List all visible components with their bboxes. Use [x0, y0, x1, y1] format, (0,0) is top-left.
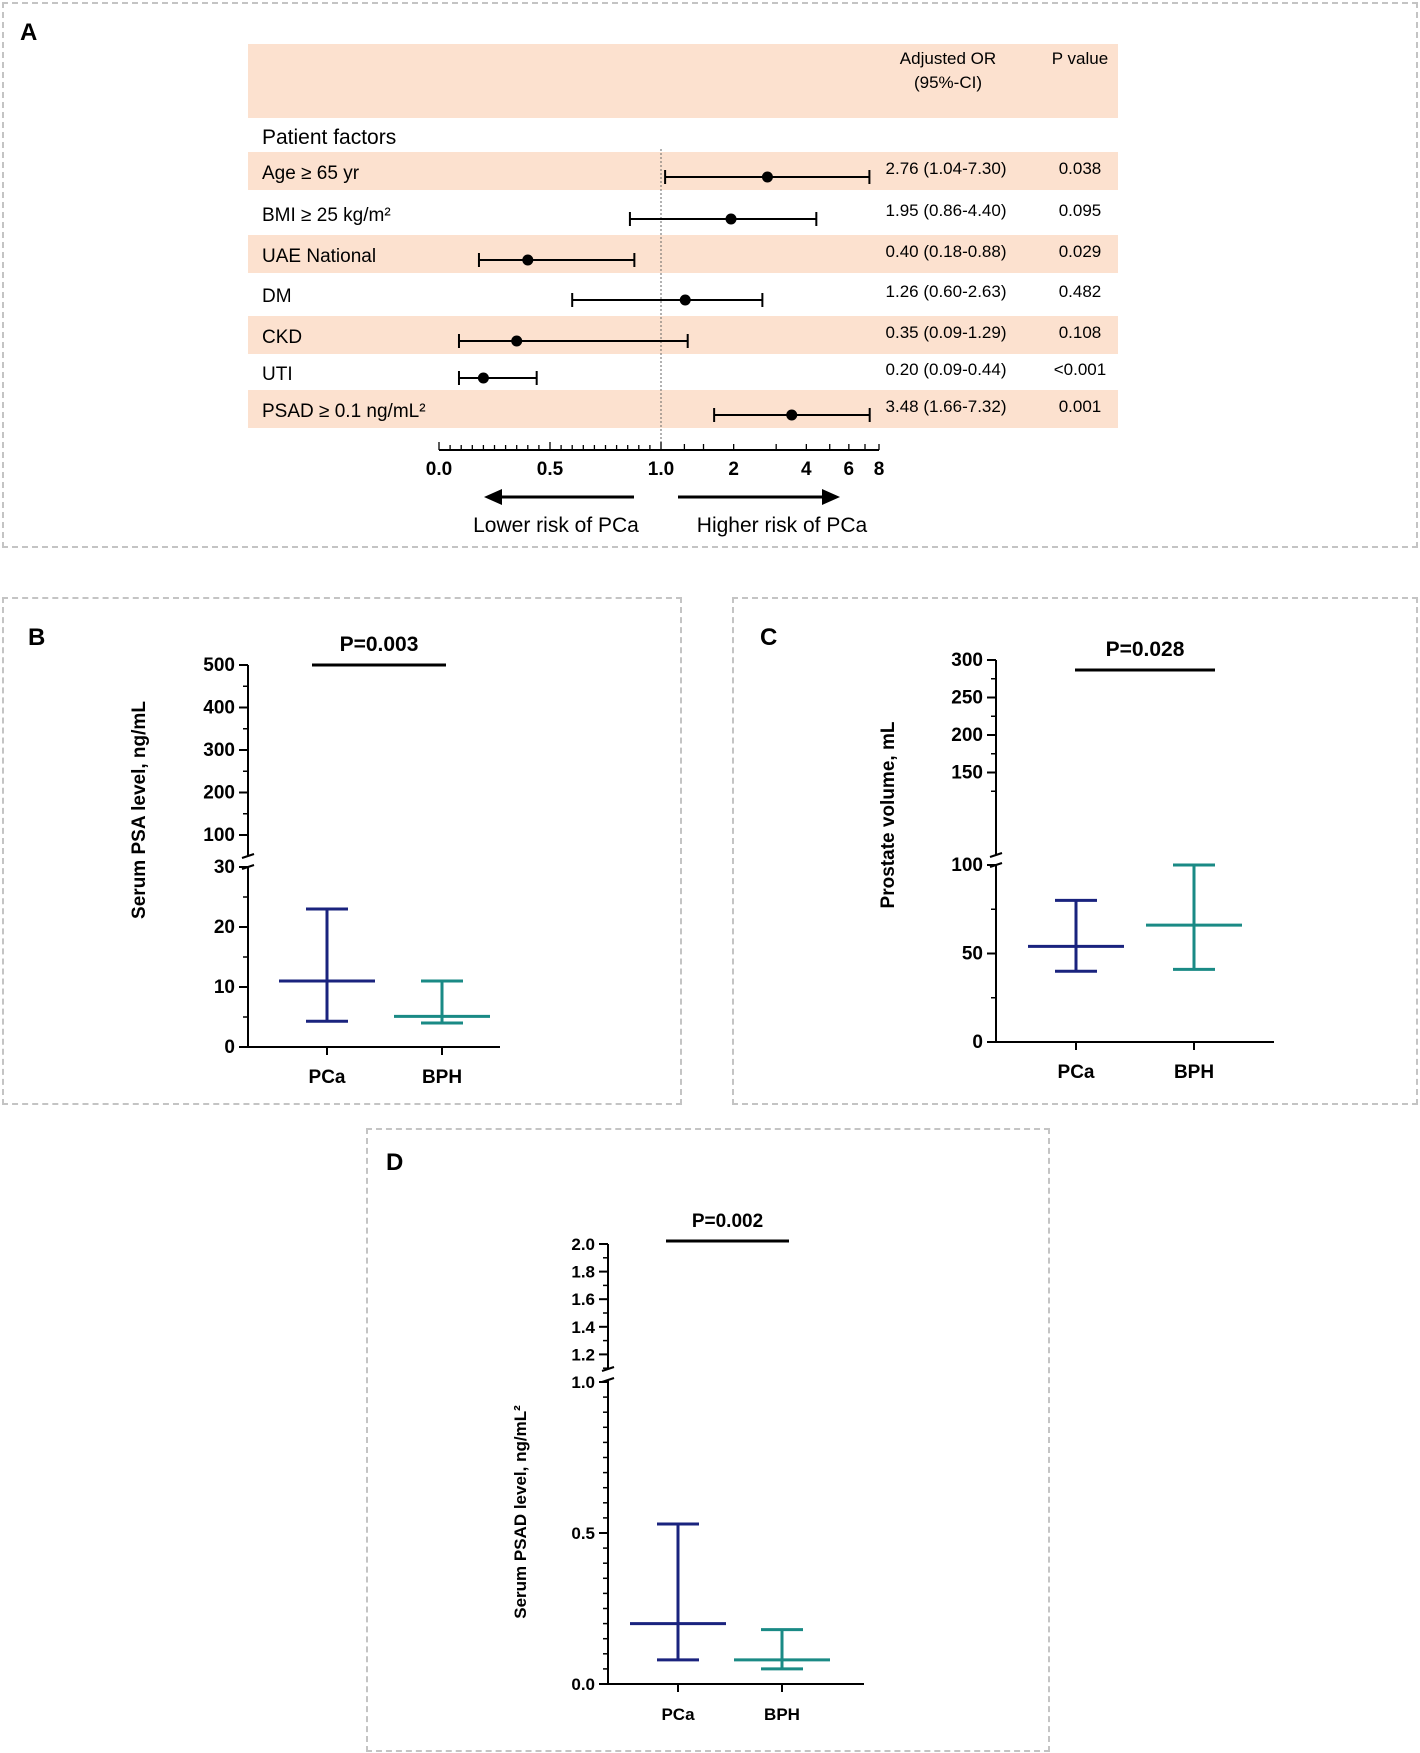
x-tick-label: PCa [1058, 1062, 1095, 1083]
y-tick-label: 100 [203, 825, 235, 846]
row-label: PSAD ≥ 0.1 ng/mL² [262, 401, 426, 422]
or-point [786, 409, 798, 421]
x-tick-label: 8 [874, 459, 885, 480]
row-label: BMI ≥ 25 kg/m² [262, 205, 391, 226]
panel-label-c: C [760, 624, 777, 651]
p-value: 0.108 [1059, 323, 1102, 342]
y-tick-label: 1.2 [571, 1345, 595, 1364]
row-band [248, 390, 1118, 428]
p-value: 0.038 [1059, 159, 1102, 178]
p-value: 0.001 [1059, 397, 1102, 416]
left-arrow-head [484, 489, 502, 505]
or-point [522, 254, 534, 266]
lower-risk-label: Lower risk of PCa [473, 514, 639, 537]
or-point [477, 372, 489, 384]
p-value: 0.095 [1059, 201, 1102, 220]
panel-label-d: D [386, 1149, 403, 1176]
x-tick-label: BPH [764, 1705, 800, 1724]
higher-risk-label: Higher risk of PCa [697, 514, 868, 537]
y-tick-label: 100 [951, 855, 983, 876]
y-tick-label: 50 [962, 944, 983, 965]
or-ci-value: 0.40 (0.18-0.88) [886, 242, 1007, 261]
panel-label-a: A [20, 19, 37, 46]
or-ci-value: 0.35 (0.09-1.29) [886, 323, 1007, 342]
x-tick-label: 1.0 [648, 459, 674, 480]
header-band [248, 44, 1118, 118]
x-tick-label: BPH [422, 1067, 462, 1088]
row-label: UTI [262, 364, 293, 385]
x-tick-label: 0.0 [426, 459, 452, 480]
y-tick-label: 250 [951, 688, 983, 709]
y-tick-label: 30 [214, 857, 235, 878]
y-tick-label: 1.0 [571, 1373, 595, 1392]
y-axis-label: Serum PSA level, ng/mL [129, 701, 150, 919]
row-band [248, 316, 1118, 354]
y-tick-label: 0 [224, 1037, 235, 1058]
row-band [248, 152, 1118, 190]
x-tick-label: BPH [1174, 1062, 1214, 1083]
p-value-label: P=0.003 [340, 633, 419, 656]
p-header: P value [1052, 49, 1108, 68]
or-ci-value: 0.20 (0.09-0.44) [886, 360, 1007, 379]
y-tick-label: 500 [203, 655, 235, 676]
y-tick-label: 1.6 [571, 1290, 595, 1309]
y-tick-label: 200 [203, 783, 235, 804]
y-tick-label: 1.8 [571, 1263, 595, 1282]
or-ci-value: 1.95 (0.86-4.40) [886, 201, 1007, 220]
y-axis-label: Prostate volume, mL [878, 721, 899, 908]
or-point [761, 171, 773, 183]
panel-b: B 0 10 20 30 100 200 300 400 500 Serum PSA level,… [2, 597, 682, 1105]
row-label: UAE National [262, 246, 376, 267]
y-tick-label: 0.5 [571, 1524, 595, 1543]
psad-chart: D 0.0 0.5 1.0 1.2 1.4 1.6 1.8 2.0 Serum PSAD lev… [386, 1149, 864, 1724]
y-tick-label: 0.0 [571, 1675, 595, 1694]
y-tick-label: 2.0 [571, 1235, 595, 1254]
x-tick-label: 0.5 [537, 459, 564, 480]
p-value: 0.029 [1059, 242, 1102, 261]
or-point [511, 335, 523, 347]
y-tick-label: 300 [203, 740, 235, 761]
x-tick-label: 2 [728, 459, 739, 480]
row-label: DM [262, 286, 292, 307]
or-point [679, 294, 691, 306]
y-tick-label: 300 [951, 650, 983, 671]
panel-d: D 0.0 0.5 1.0 1.2 1.4 1.6 1.8 2.0 Serum PSAD lev… [366, 1128, 1050, 1752]
row-label: Age ≥ 65 yr [262, 163, 360, 184]
y-tick-label: 10 [214, 977, 235, 998]
forest-plot: A Adjusted OR (95%-CI) P value Patient fact… [20, 19, 1118, 537]
axis-break-mark [601, 1366, 615, 1372]
y-tick-label: 200 [951, 725, 983, 746]
psa-chart: B 0 10 20 30 100 200 300 400 500 Serum PSA level,… [28, 624, 500, 1088]
section-label: Patient factors [262, 126, 396, 149]
x-tick-label: PCa [309, 1067, 346, 1088]
axis-break-mark [241, 853, 255, 859]
row-band [248, 235, 1118, 273]
y-tick-label: 400 [203, 698, 235, 719]
y-tick-label: 20 [214, 917, 235, 938]
p-value-label: P=0.002 [692, 1211, 763, 1232]
panel-a: A Adjusted OR (95%-CI) P value Patient fact… [2, 2, 1418, 548]
or-point [725, 213, 737, 225]
panel-label-b: B [28, 624, 45, 651]
x-tick-label: 4 [801, 459, 812, 480]
y-tick-label: 1.4 [571, 1318, 595, 1337]
axis-break-mark [989, 852, 1003, 858]
or-ci-value: 3.48 (1.66-7.32) [886, 397, 1007, 416]
y-tick-label: 150 [951, 763, 983, 784]
y-axis-label: Serum PSAD level, ng/mL² [511, 1405, 530, 1619]
p-value-label: P=0.028 [1106, 638, 1185, 661]
or-header: Adjusted OR [900, 49, 996, 68]
or-header: (95%-CI) [914, 73, 982, 92]
x-tick-label: PCa [661, 1705, 695, 1724]
p-value: <0.001 [1054, 360, 1106, 379]
y-tick-label: 0 [972, 1032, 983, 1053]
or-ci-value: 2.76 (1.04-7.30) [886, 159, 1007, 178]
p-value: 0.482 [1059, 282, 1102, 301]
or-ci-value: 1.26 (0.60-2.63) [886, 282, 1007, 301]
volume-chart: C 0 50 100 150 200 250 300 Prostate volume, mL P… [760, 624, 1274, 1083]
row-label: CKD [262, 327, 302, 348]
panel-c: C 0 50 100 150 200 250 300 Prostate volume, mL P… [732, 597, 1418, 1105]
x-tick-label: 6 [844, 459, 855, 480]
right-arrow-head [822, 489, 840, 505]
